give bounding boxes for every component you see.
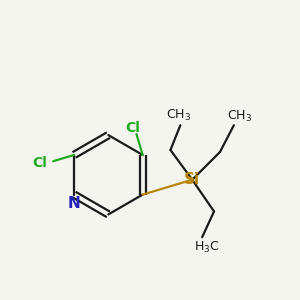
Text: CH$_3$: CH$_3$ bbox=[166, 108, 191, 123]
Text: N: N bbox=[68, 196, 80, 211]
Text: Si: Si bbox=[184, 172, 200, 187]
Text: Cl: Cl bbox=[126, 122, 140, 135]
Text: Cl: Cl bbox=[32, 157, 47, 170]
Text: H$_3$C: H$_3$C bbox=[194, 239, 220, 255]
Text: CH$_3$: CH$_3$ bbox=[227, 109, 252, 124]
